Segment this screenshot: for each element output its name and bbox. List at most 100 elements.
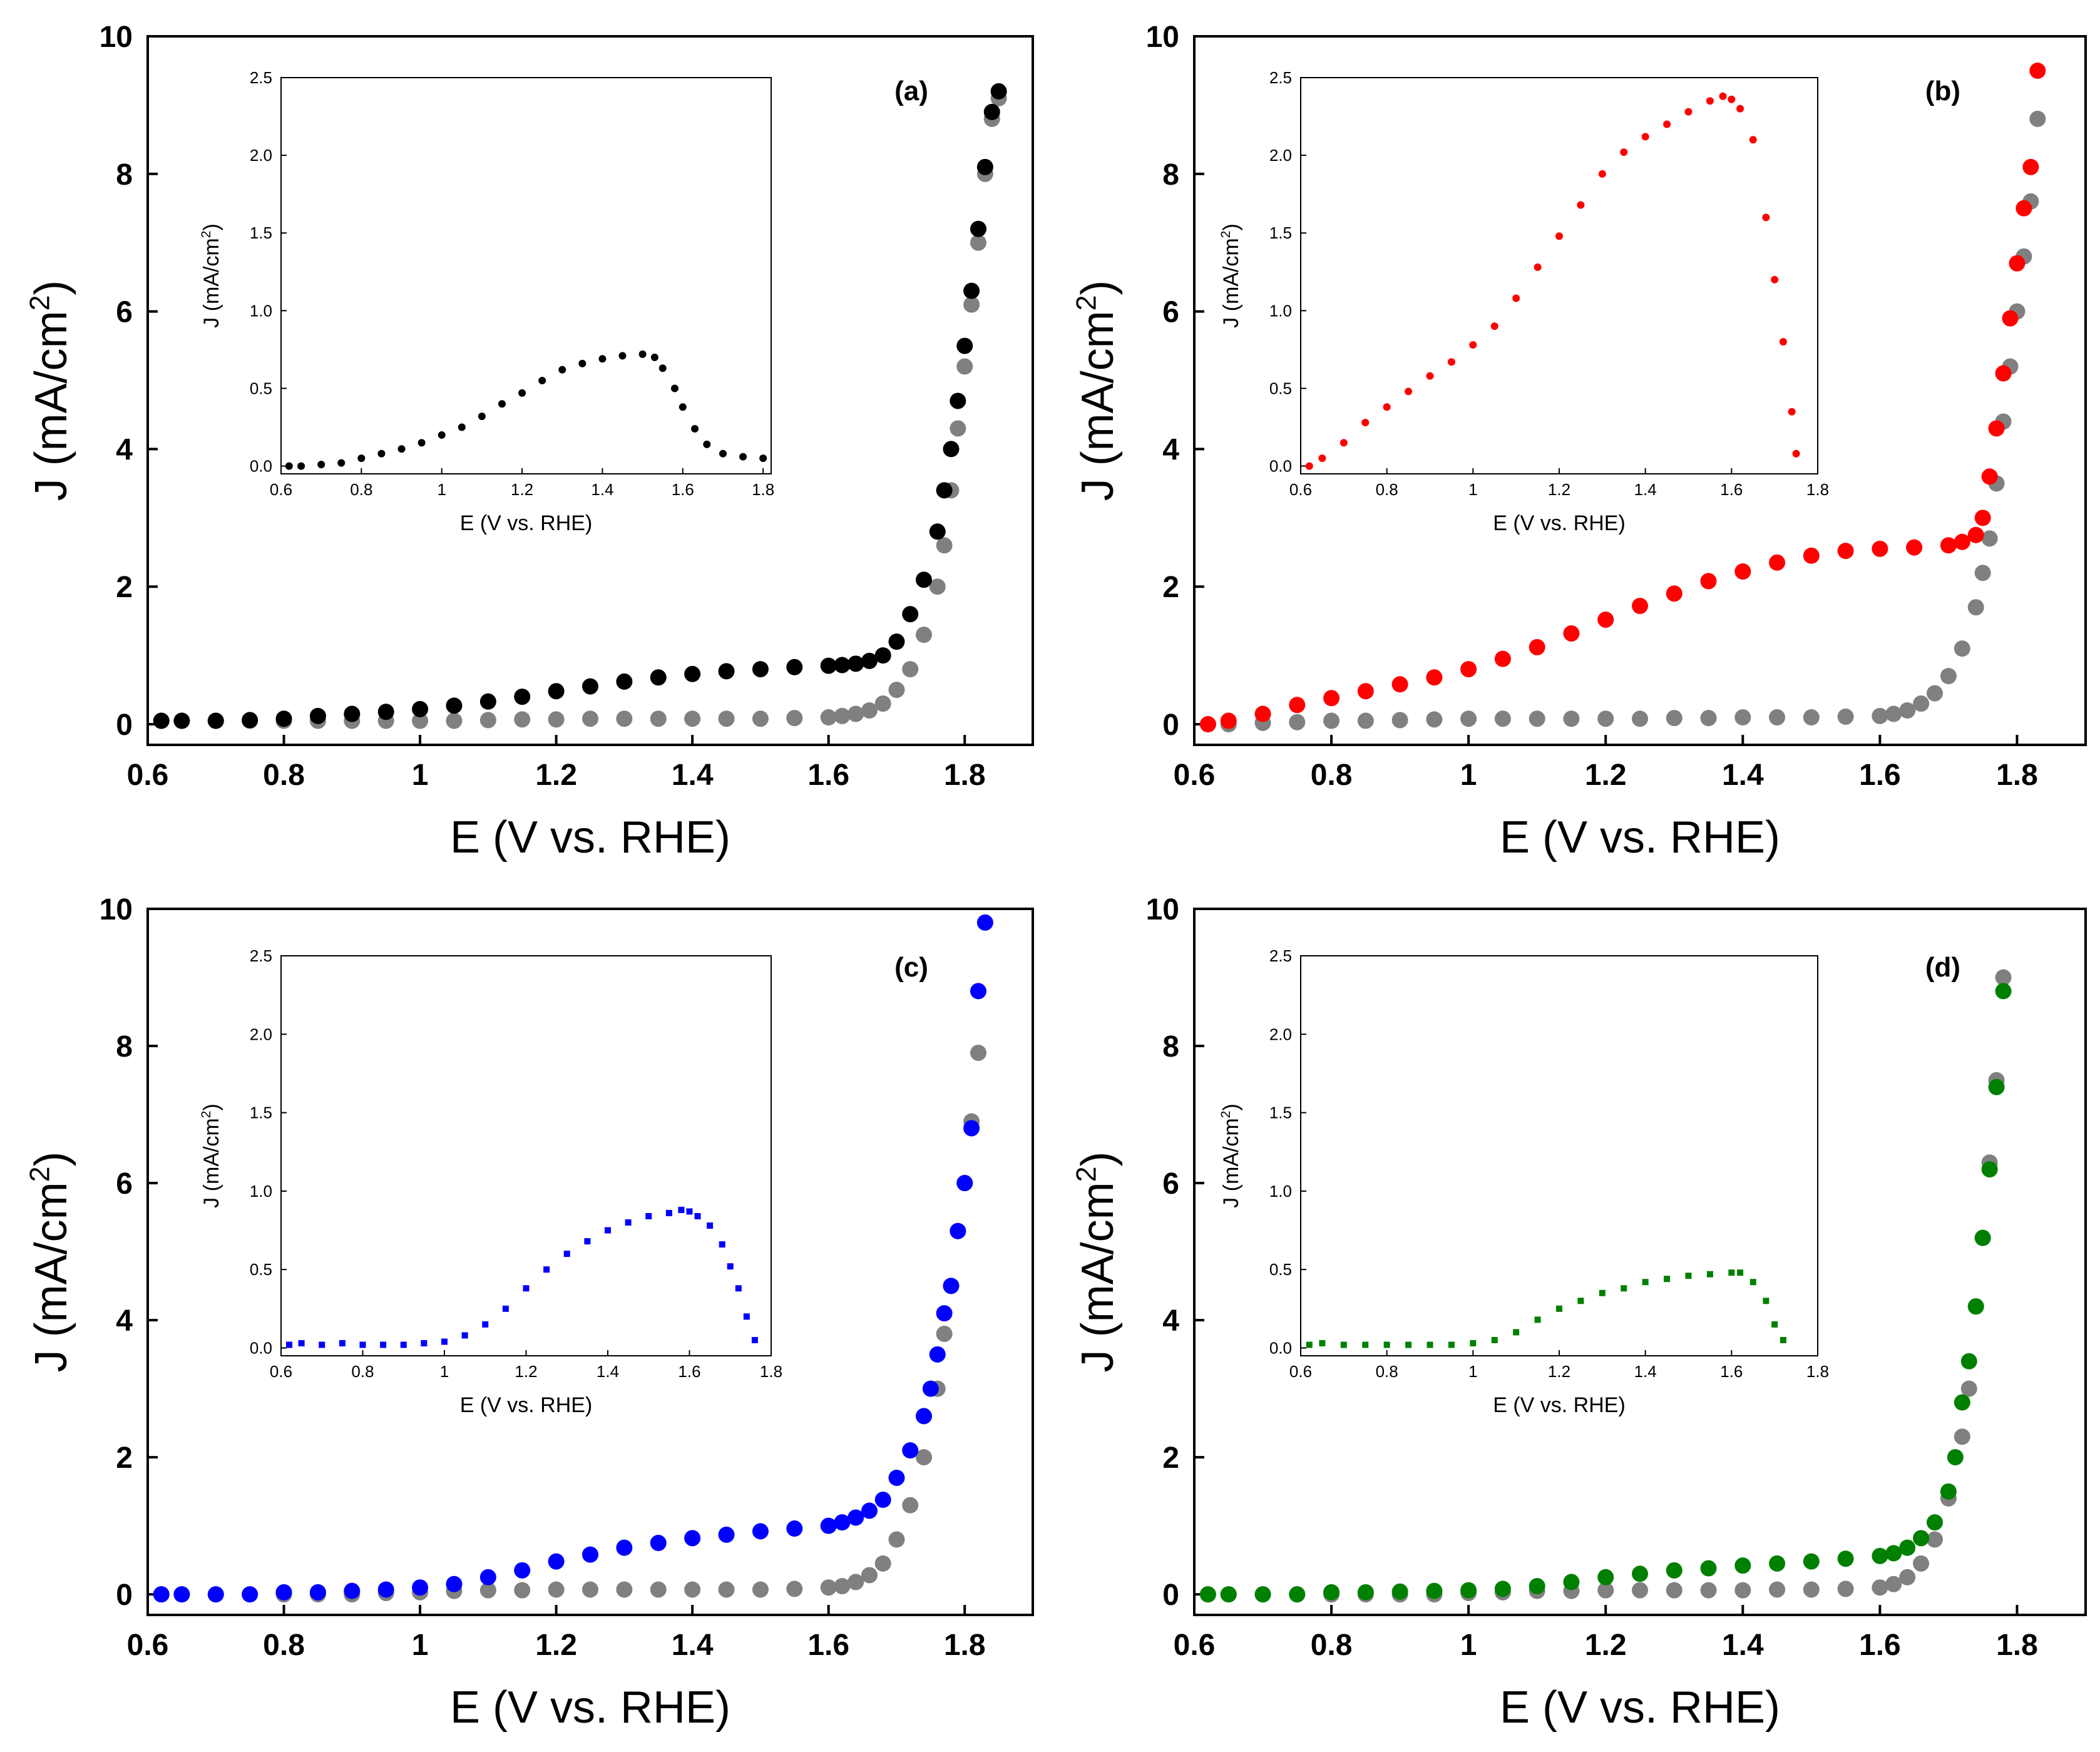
data-point-reference xyxy=(970,234,986,251)
data-point-reference xyxy=(616,1581,633,1598)
inset-data-point xyxy=(1361,419,1370,427)
data-point-reference xyxy=(412,712,429,729)
inset-background xyxy=(1301,78,1818,474)
data-point-sample xyxy=(848,1509,864,1526)
data-point-sample xyxy=(1597,1569,1614,1586)
data-point-reference xyxy=(1954,1428,1970,1445)
main-frame xyxy=(1193,908,2087,1616)
inset-ticks: 0.6 0.8 1 1.2 1.4 1.6 1.8 0.0 0.5 1.0 1.5 2.0 2.5 xyxy=(1269,946,1829,1381)
data-point-reference xyxy=(1960,1380,1977,1397)
main-xtick-label: 1.6 xyxy=(807,1629,849,1662)
data-point-reference xyxy=(1872,707,1888,724)
data-point-sample xyxy=(834,657,851,674)
inset-data-point xyxy=(694,1212,701,1219)
inset-data-point xyxy=(380,1341,387,1348)
data-point-reference xyxy=(1289,714,1306,730)
data-point-sample xyxy=(874,1492,891,1509)
data-point-sample xyxy=(1426,1582,1443,1599)
data-point-sample xyxy=(1666,1562,1683,1579)
inset-data-point xyxy=(1555,232,1563,240)
data-point-sample xyxy=(929,523,946,540)
inset-data-point xyxy=(1620,148,1628,156)
data-point-reference xyxy=(874,695,891,712)
data-point-sample xyxy=(1391,1583,1408,1600)
data-point-sample xyxy=(970,983,986,1000)
inset-xtick-label: 1.8 xyxy=(760,1362,782,1381)
inset-data-point xyxy=(1599,1289,1606,1296)
data-point-sample xyxy=(848,655,864,672)
inset-data-point xyxy=(297,462,305,470)
inset-xtick-label: 1 xyxy=(437,480,446,499)
inset-background xyxy=(281,956,771,1356)
data-point-sample xyxy=(861,1502,878,1519)
data-point-sample xyxy=(275,1584,292,1601)
data-point-reference xyxy=(582,710,598,727)
data-point-reference xyxy=(1954,640,1970,657)
data-point-sample xyxy=(684,1530,701,1547)
inset-data-point xyxy=(719,449,727,458)
inset-data-point xyxy=(1737,1269,1744,1276)
inset-data-point xyxy=(670,384,679,392)
data-point-reference xyxy=(1927,1531,1944,1548)
data-point-sample xyxy=(1885,1545,1902,1562)
panel-label: (a) xyxy=(894,76,928,106)
data-point-reference xyxy=(1769,1581,1786,1598)
inset-ytick-label: 2.5 xyxy=(250,946,272,965)
inset-data-point xyxy=(1621,1285,1627,1292)
main-ytick-label: 10 xyxy=(1146,893,1179,926)
data-point-reference xyxy=(1700,710,1717,727)
main-x-axis-title: E (V vs. RHE) xyxy=(450,1683,730,1733)
data-point-reference xyxy=(1734,709,1751,726)
inset-xtick-label: 1.6 xyxy=(678,1362,700,1381)
data-point-reference xyxy=(861,702,878,719)
main-frame xyxy=(146,35,1034,746)
data-point-sample xyxy=(1220,1586,1237,1603)
data-point-sample xyxy=(1734,563,1751,580)
inset-data-point xyxy=(1534,263,1542,271)
inset-data-point xyxy=(285,462,293,470)
data-point-sample xyxy=(1700,573,1717,590)
data-point-sample xyxy=(820,657,837,674)
data-point-sample xyxy=(1940,537,1957,554)
main-ytick-label: 6 xyxy=(116,296,133,329)
inset-data-point xyxy=(498,400,506,408)
data-point-reference xyxy=(1597,1582,1614,1599)
inset-ytick-label: 1.5 xyxy=(250,223,272,242)
inset-ytick-label: 2.5 xyxy=(250,68,272,87)
main-ytick-label: 2 xyxy=(1162,1442,1179,1475)
data-point-sample xyxy=(861,652,878,669)
data-point-reference xyxy=(514,711,531,728)
inset-data-point xyxy=(438,431,446,439)
inset-a: 0.6 0.8 1 1.2 1.4 1.6 1.8 0.0 0.5 1.0 1.5 2.0 2.5 E (… xyxy=(199,68,774,535)
inset-data-point xyxy=(441,1338,448,1345)
inset-data-point xyxy=(377,449,386,458)
inset-ticks: 0.6 0.8 1 1.2 1.4 1.6 1.8 0.0 0.5 1.0 1.5 2.0 2.5 xyxy=(250,68,774,499)
inset-data-point xyxy=(1771,1321,1778,1328)
inset-data-point xyxy=(1534,1316,1541,1323)
data-point-sample xyxy=(548,1553,565,1570)
inset-data-point xyxy=(665,1209,672,1216)
main-ytick-label: 2 xyxy=(116,571,133,604)
data-point-sample xyxy=(344,705,361,722)
data-point-sample xyxy=(1460,661,1477,678)
inset-data-point xyxy=(707,1222,714,1229)
data-point-reference xyxy=(929,578,946,595)
inset-data-point xyxy=(598,355,607,363)
inset-data-point xyxy=(1719,92,1727,100)
panel-b: 0.6 0.8 1 1.2 1.4 1.6 1.8 0 2 4 6 8 10 E (V vs. RHE) J… xyxy=(1072,21,2087,863)
inset-data-point xyxy=(1780,1336,1786,1343)
data-point-sample xyxy=(902,606,919,623)
main-y-axis-title: J (mA/cm2) xyxy=(1072,280,1123,501)
inset-data-point xyxy=(286,1341,293,1348)
data-point-sample xyxy=(956,1175,973,1192)
data-point-sample xyxy=(1357,1584,1374,1601)
data-point-reference xyxy=(1885,705,1902,722)
inset-ytick-label: 2.0 xyxy=(1269,1025,1292,1043)
inset-xtick-label: 1 xyxy=(440,1362,449,1381)
data-point-sample xyxy=(582,1546,598,1563)
data-point-reference xyxy=(1899,1569,1916,1586)
inset-data-point xyxy=(1426,372,1434,380)
data-point-sample xyxy=(752,1523,769,1540)
data-point-sample xyxy=(874,647,891,664)
data-point-sample xyxy=(412,700,429,717)
